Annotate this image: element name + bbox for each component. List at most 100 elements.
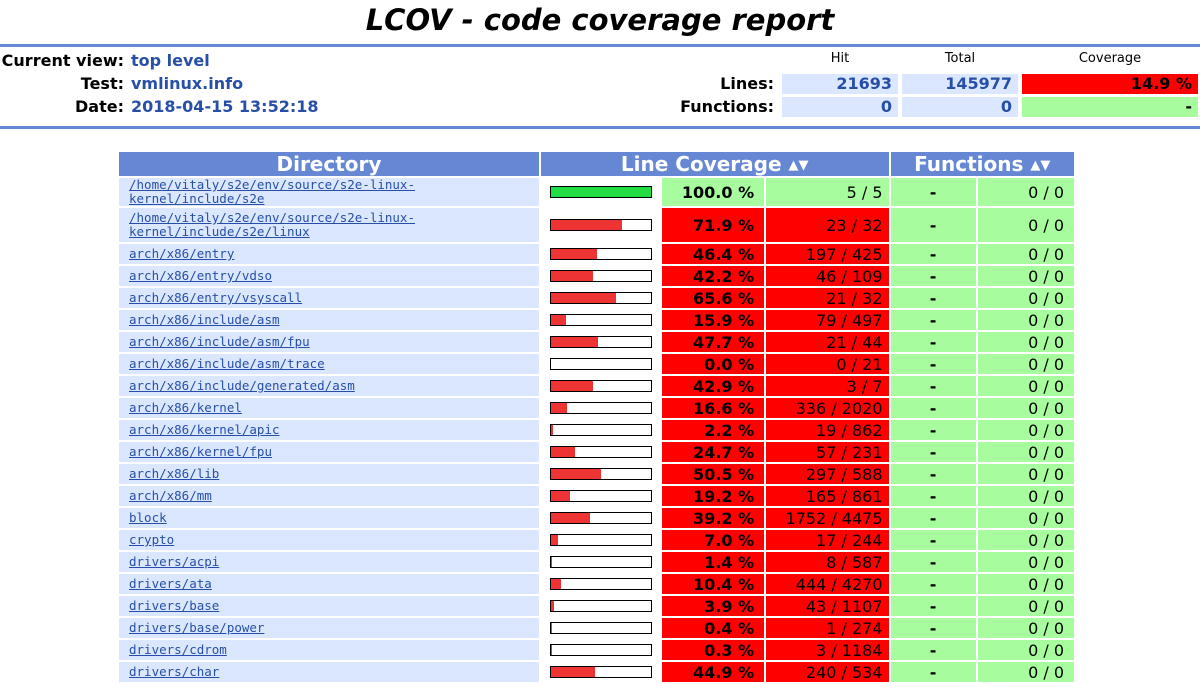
functions-count: 0 / 0 bbox=[978, 288, 1074, 308]
line-coverage-percent: 100.0 % bbox=[662, 178, 764, 206]
coverage-bar-cell bbox=[541, 332, 660, 352]
sort-arrows-icon[interactable]: ▲▼ bbox=[1030, 158, 1050, 173]
directory-link[interactable]: drivers/cdrom bbox=[129, 642, 227, 657]
coverage-bar-cell bbox=[541, 618, 660, 638]
directory-cell: drivers/base bbox=[119, 596, 539, 616]
functions-count: 0 / 0 bbox=[978, 354, 1074, 374]
line-coverage-percent: 50.5 % bbox=[662, 464, 764, 484]
functions-percent: - bbox=[891, 662, 976, 682]
functions-percent: - bbox=[891, 486, 976, 506]
line-coverage-percent: 0.0 % bbox=[662, 354, 764, 374]
directory-link[interactable]: drivers/char bbox=[129, 664, 219, 679]
line-coverage-percent: 3.9 % bbox=[662, 596, 764, 616]
functions-count: 0 / 0 bbox=[978, 530, 1074, 550]
directory-link[interactable]: drivers/acpi bbox=[129, 554, 219, 569]
functions-column-header[interactable]: Functions ▲▼ bbox=[891, 152, 1074, 176]
functions-percent: - bbox=[891, 530, 976, 550]
functions-percent: - bbox=[891, 288, 976, 308]
directory-cell: arch/x86/kernel/fpu bbox=[119, 442, 539, 462]
directory-cell: arch/x86/include/asm bbox=[119, 310, 539, 330]
table-header-row: Directory Line Coverage ▲▼ Functions ▲▼ bbox=[119, 152, 1074, 176]
coverage-bar bbox=[550, 666, 652, 678]
coverage-bar-fill bbox=[551, 469, 602, 479]
functions-count: 0 / 0 bbox=[978, 486, 1074, 506]
summary-lines-hit: 21693 bbox=[782, 74, 898, 94]
functions-percent: - bbox=[891, 266, 976, 286]
directory-link[interactable]: drivers/base bbox=[129, 598, 219, 613]
directory-link[interactable]: /home/vitaly/s2e/env/source/s2e-linux-ke… bbox=[129, 177, 415, 206]
line-coverage-percent: 7.0 % bbox=[662, 530, 764, 550]
coverage-bar bbox=[550, 556, 652, 568]
sort-arrows-icon[interactable]: ▲▼ bbox=[789, 158, 809, 173]
coverage-bar-cell bbox=[541, 530, 660, 550]
directory-link[interactable]: arch/x86/entry bbox=[129, 246, 234, 261]
directory-link[interactable]: arch/x86/mm bbox=[129, 488, 212, 503]
header-rule-top bbox=[0, 44, 1200, 47]
directory-link[interactable]: drivers/base/power bbox=[129, 620, 264, 635]
directory-cell: drivers/acpi bbox=[119, 552, 539, 572]
directory-link[interactable]: arch/x86/include/asm/trace bbox=[129, 356, 325, 371]
functions-header-label: Functions bbox=[914, 152, 1023, 176]
summary-functions-hit: 0 bbox=[782, 97, 898, 117]
directory-header-label: Directory bbox=[276, 152, 381, 176]
directory-link[interactable]: arch/x86/lib bbox=[129, 466, 219, 481]
line-coverage-count: 21 / 44 bbox=[766, 332, 888, 352]
functions-percent: - bbox=[891, 208, 976, 242]
directory-cell: drivers/ata bbox=[119, 574, 539, 594]
line-coverage-count: 3 / 1184 bbox=[766, 640, 888, 660]
summary-hit-header: Hit bbox=[782, 51, 898, 66]
directory-link[interactable]: arch/x86/include/asm/fpu bbox=[129, 334, 310, 349]
coverage-bar-cell bbox=[541, 208, 660, 242]
line-coverage-percent: 2.2 % bbox=[662, 420, 764, 440]
functions-percent: - bbox=[891, 596, 976, 616]
header-rule-bottom bbox=[0, 126, 1200, 129]
line-coverage-count: 1752 / 4475 bbox=[766, 508, 888, 528]
directory-link[interactable]: arch/x86/entry/vdso bbox=[129, 268, 272, 283]
functions-percent: - bbox=[891, 332, 976, 352]
line-coverage-count: 43 / 1107 bbox=[766, 596, 888, 616]
functions-count: 0 / 0 bbox=[978, 508, 1074, 528]
directory-link[interactable]: arch/x86/kernel bbox=[129, 400, 242, 415]
directory-link[interactable]: drivers/ata bbox=[129, 576, 212, 591]
line-coverage-column-header[interactable]: Line Coverage ▲▼ bbox=[541, 152, 889, 176]
line-coverage-count: 23 / 32 bbox=[766, 208, 888, 242]
directory-column-header[interactable]: Directory bbox=[119, 152, 539, 176]
line-coverage-count: 19 / 862 bbox=[766, 420, 888, 440]
directory-cell: crypto bbox=[119, 530, 539, 550]
line-coverage-percent: 39.2 % bbox=[662, 508, 764, 528]
coverage-bar-fill bbox=[551, 220, 623, 230]
directory-cell: arch/x86/lib bbox=[119, 464, 539, 484]
directory-link[interactable]: arch/x86/entry/vsyscall bbox=[129, 290, 302, 305]
functions-percent: - bbox=[891, 310, 976, 330]
directory-link[interactable]: crypto bbox=[129, 532, 174, 547]
test-value: vmlinux.info bbox=[131, 73, 243, 95]
directory-link[interactable]: /home/vitaly/s2e/env/source/s2e-linux-ke… bbox=[129, 210, 415, 239]
directory-cell: arch/x86/mm bbox=[119, 486, 539, 506]
directory-link[interactable]: arch/x86/include/asm bbox=[129, 312, 280, 327]
line-coverage-count: 17 / 244 bbox=[766, 530, 888, 550]
functions-count: 0 / 0 bbox=[978, 266, 1074, 286]
coverage-bar-cell bbox=[541, 244, 660, 264]
functions-percent: - bbox=[891, 640, 976, 660]
coverage-bar bbox=[550, 512, 652, 524]
directory-cell: arch/x86/entry/vsyscall bbox=[119, 288, 539, 308]
line-coverage-count: 79 / 497 bbox=[766, 310, 888, 330]
coverage-bar-fill bbox=[551, 557, 552, 567]
directory-link[interactable]: arch/x86/include/generated/asm bbox=[129, 378, 355, 393]
table-row: crypto 7.0 %17 / 244-0 / 0 bbox=[119, 530, 1074, 550]
coverage-bar bbox=[550, 446, 652, 458]
functions-percent: - bbox=[891, 508, 976, 528]
directory-link[interactable]: block bbox=[129, 510, 167, 525]
line-coverage-percent: 65.6 % bbox=[662, 288, 764, 308]
coverage-bar-cell bbox=[541, 574, 660, 594]
functions-count: 0 / 0 bbox=[978, 552, 1074, 572]
functions-count: 0 / 0 bbox=[978, 310, 1074, 330]
directory-link[interactable]: arch/x86/kernel/apic bbox=[129, 422, 280, 437]
line-coverage-percent: 71.9 % bbox=[662, 208, 764, 242]
directory-link[interactable]: arch/x86/kernel/fpu bbox=[129, 444, 272, 459]
functions-percent: - bbox=[891, 574, 976, 594]
coverage-bar-cell bbox=[541, 640, 660, 660]
